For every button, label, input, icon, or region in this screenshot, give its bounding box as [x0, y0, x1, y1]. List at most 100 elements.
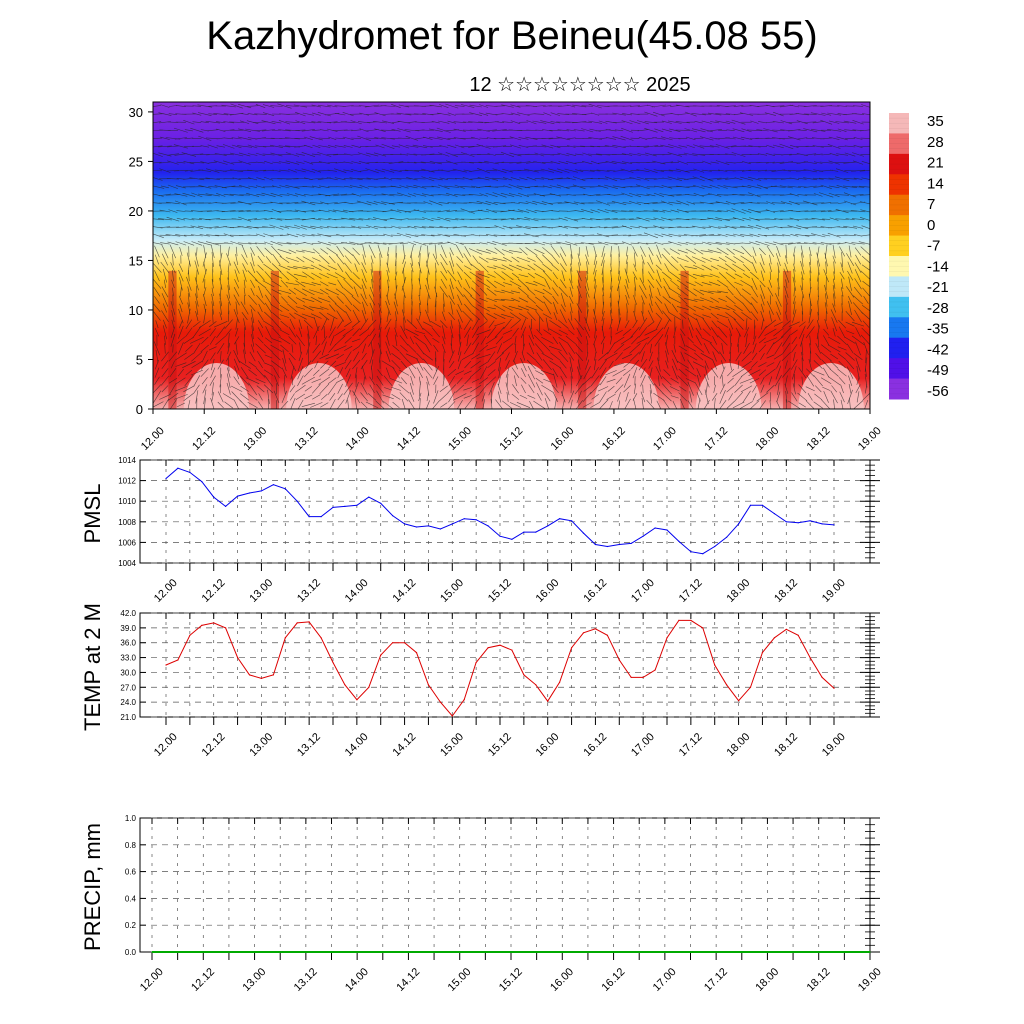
wind-vector	[752, 343, 757, 354]
wind-vector	[594, 326, 596, 339]
wind-vector	[478, 161, 489, 164]
wind-vector	[717, 184, 728, 189]
wind-vector	[190, 127, 204, 133]
wind-vector	[222, 144, 235, 149]
wind-vector	[822, 218, 831, 220]
wind-vector	[582, 113, 593, 115]
y-tick-label: 1004	[118, 559, 136, 568]
wind-vector	[315, 335, 317, 346]
wind-vector	[399, 242, 409, 244]
wind-vector	[549, 360, 562, 369]
wind-vector	[428, 242, 443, 245]
wind-vector	[344, 337, 352, 344]
wind-vector	[550, 121, 561, 124]
wind-vector	[793, 287, 795, 297]
wind-vector	[665, 350, 669, 363]
wind-vector	[437, 233, 451, 237]
wind-vector	[859, 170, 870, 172]
wind-vector	[158, 193, 172, 197]
wind-vector	[559, 309, 567, 323]
wind-vector	[533, 105, 546, 107]
wind-vector	[410, 262, 414, 273]
wind-vector	[487, 351, 496, 362]
wind-vector	[465, 279, 471, 289]
wind-vector	[167, 160, 179, 165]
wind-vector	[476, 144, 491, 149]
wind-vector	[248, 202, 257, 204]
wind-vector	[360, 392, 368, 402]
wind-vector	[574, 318, 584, 331]
wind-vector	[814, 393, 823, 401]
wind-vector	[596, 169, 610, 172]
wind-vector	[721, 342, 724, 354]
wind-vector	[408, 366, 416, 379]
wind-vector	[279, 185, 290, 189]
wind-vector	[198, 169, 212, 172]
wind-vector	[561, 270, 565, 282]
wind-vector	[320, 393, 328, 400]
wind-vector	[375, 234, 385, 236]
wind-vector	[200, 368, 209, 377]
wind-vector	[271, 318, 282, 330]
wind-vector	[750, 271, 759, 280]
wind-vector	[352, 390, 361, 404]
wind-vector	[452, 393, 467, 401]
wind-vector	[647, 321, 655, 327]
wind-vector	[311, 194, 322, 196]
wind-vector	[719, 383, 726, 394]
wind-vector	[524, 217, 539, 222]
data-point	[779, 951, 781, 953]
wind-vector	[180, 287, 182, 297]
wind-vector	[558, 161, 569, 165]
wind-vector	[558, 225, 568, 229]
wind-vector	[812, 121, 824, 124]
wind-vector	[787, 242, 801, 245]
wind-vector	[568, 329, 575, 336]
wind-vector	[250, 287, 255, 296]
wind-vector	[766, 384, 775, 393]
wind-vector	[493, 304, 506, 312]
wind-vector	[581, 128, 594, 133]
wind-vector	[318, 264, 330, 271]
wind-vector	[486, 218, 497, 220]
wind-vector	[258, 285, 263, 298]
wind-vector	[493, 201, 506, 205]
wind-vector	[366, 121, 378, 123]
wind-vector	[640, 367, 646, 378]
wind-vector	[537, 392, 542, 401]
wind-vector	[725, 120, 736, 124]
wind-vector	[498, 367, 501, 379]
wind-vector	[655, 264, 663, 271]
wind-vector	[458, 334, 461, 347]
wind-vector	[246, 225, 259, 229]
data-point	[475, 661, 477, 664]
wind-vector	[717, 279, 729, 288]
wind-vector	[668, 169, 681, 172]
wind-vector	[583, 385, 591, 392]
wind-vector	[861, 177, 870, 180]
wind-vector	[461, 161, 474, 164]
wind-vector	[861, 234, 870, 237]
wind-vector	[685, 255, 697, 264]
wind-vector	[654, 185, 664, 188]
wind-vector	[327, 169, 337, 172]
wind-vector	[510, 112, 521, 116]
data-point	[714, 664, 716, 666]
wind-vector	[827, 336, 841, 345]
wind-vector	[542, 162, 553, 164]
wind-vector	[447, 384, 457, 394]
wind-vector	[629, 120, 641, 125]
wind-vector	[456, 263, 464, 272]
wind-vector	[371, 365, 373, 380]
wind-vector	[294, 202, 307, 204]
wind-vector	[654, 301, 663, 315]
wind-vector	[318, 137, 330, 139]
wind-vector	[448, 375, 455, 386]
wind-vector	[161, 286, 169, 298]
data-point	[344, 505, 346, 507]
wind-vector	[443, 351, 445, 362]
wind-vector	[542, 359, 552, 371]
wind-vector	[263, 344, 274, 353]
data-point	[266, 951, 268, 953]
wind-vector	[775, 253, 781, 266]
